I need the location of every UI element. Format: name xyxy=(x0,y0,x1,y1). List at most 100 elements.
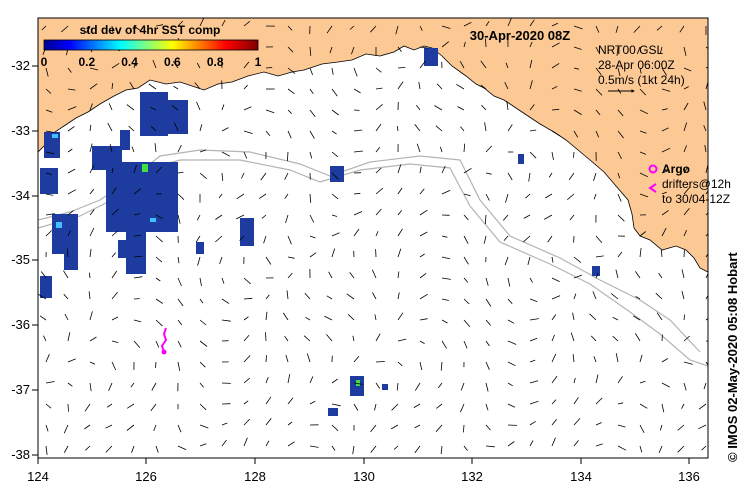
current-vector xyxy=(617,251,623,258)
current-vector xyxy=(503,235,509,241)
current-vector xyxy=(89,67,99,71)
current-vector xyxy=(105,424,113,429)
current-vector xyxy=(177,361,181,371)
current-vector xyxy=(284,193,289,199)
current-vector xyxy=(155,298,164,304)
current-vector xyxy=(551,42,560,48)
current-vector xyxy=(111,25,114,33)
current-vector xyxy=(414,424,421,429)
current-vector xyxy=(639,193,649,198)
current-vector xyxy=(617,151,622,159)
current-vector xyxy=(221,19,226,27)
current-vector xyxy=(375,382,381,389)
current-vector xyxy=(528,172,531,182)
current-vector xyxy=(661,358,669,363)
current-vector xyxy=(483,235,487,244)
current-vector xyxy=(485,145,493,153)
current-vector xyxy=(485,382,489,392)
argo-legend-line2: to 30/04-12Z xyxy=(662,192,730,206)
current-vector xyxy=(309,193,312,203)
current-vector xyxy=(481,104,487,111)
current-vector xyxy=(349,25,355,30)
current-vector xyxy=(595,235,603,244)
current-vector xyxy=(639,109,649,115)
current-vector xyxy=(128,125,135,132)
current-vector xyxy=(265,355,267,363)
current-vector xyxy=(529,277,533,283)
current-vector xyxy=(243,61,250,69)
current-vector xyxy=(89,361,96,365)
current-vector xyxy=(507,403,516,408)
current-vector xyxy=(705,190,708,195)
current-vector xyxy=(419,273,427,279)
current-vector xyxy=(89,311,93,321)
current-vector xyxy=(441,165,446,174)
current-vector xyxy=(615,25,619,33)
current-vector xyxy=(639,445,643,453)
current-vector xyxy=(265,256,272,265)
current-vector xyxy=(463,277,469,283)
current-vector xyxy=(617,445,627,451)
current-vector xyxy=(353,355,360,363)
current-vector xyxy=(529,19,535,27)
current-vector xyxy=(639,231,646,237)
current-vector xyxy=(177,172,184,174)
current-vector xyxy=(133,164,137,174)
current-vector xyxy=(573,46,582,50)
current-vector xyxy=(285,354,289,363)
current-vector xyxy=(551,437,556,447)
current-vector xyxy=(529,359,536,363)
current-vector xyxy=(413,403,421,408)
current-vector xyxy=(507,340,517,345)
current-vector xyxy=(661,382,670,388)
current-vector xyxy=(441,319,448,324)
current-vector xyxy=(287,88,295,95)
current-vector xyxy=(441,235,448,238)
current-vector xyxy=(683,207,690,216)
current-vector xyxy=(155,277,161,282)
map-timestamp: 30-Apr-2020 08Z xyxy=(470,28,570,43)
current-vector xyxy=(177,214,181,224)
current-vector xyxy=(89,103,93,111)
current-vector xyxy=(595,67,602,76)
current-vectors xyxy=(38,18,708,455)
current-vector xyxy=(349,272,355,279)
current-vector xyxy=(111,167,114,174)
current-vector xyxy=(705,233,708,237)
current-vector xyxy=(639,130,647,134)
current-vector xyxy=(436,83,443,90)
current-vector xyxy=(88,291,91,300)
current-vector xyxy=(133,276,143,279)
current-vector xyxy=(215,235,223,243)
current-vector xyxy=(45,172,52,175)
current-vector xyxy=(177,298,184,307)
current-vector xyxy=(155,24,164,27)
current-vector xyxy=(331,151,339,158)
current-vector xyxy=(133,235,141,237)
current-vector xyxy=(418,81,421,90)
current-vector xyxy=(67,382,73,387)
current-vector xyxy=(303,335,311,342)
current-vector xyxy=(441,256,451,260)
current-vector xyxy=(683,382,687,391)
current-vector xyxy=(612,335,619,342)
current-vector xyxy=(661,191,667,195)
current-vector xyxy=(111,316,119,321)
current-vector xyxy=(197,256,201,266)
current-vector xyxy=(148,83,157,90)
current-vector xyxy=(419,188,425,195)
current-vector xyxy=(573,397,579,405)
current-vector xyxy=(572,354,575,363)
current-vector xyxy=(639,403,648,409)
current-vector xyxy=(529,380,539,384)
current-vector xyxy=(375,333,381,342)
current-vector xyxy=(331,130,337,135)
current-vector xyxy=(89,124,92,132)
current-vector xyxy=(309,151,313,159)
current-vector xyxy=(67,126,75,132)
current-vector xyxy=(701,445,707,451)
current-vector xyxy=(89,188,95,195)
current-vector xyxy=(67,358,76,363)
current-vector xyxy=(130,382,135,388)
current-vector xyxy=(595,109,601,116)
